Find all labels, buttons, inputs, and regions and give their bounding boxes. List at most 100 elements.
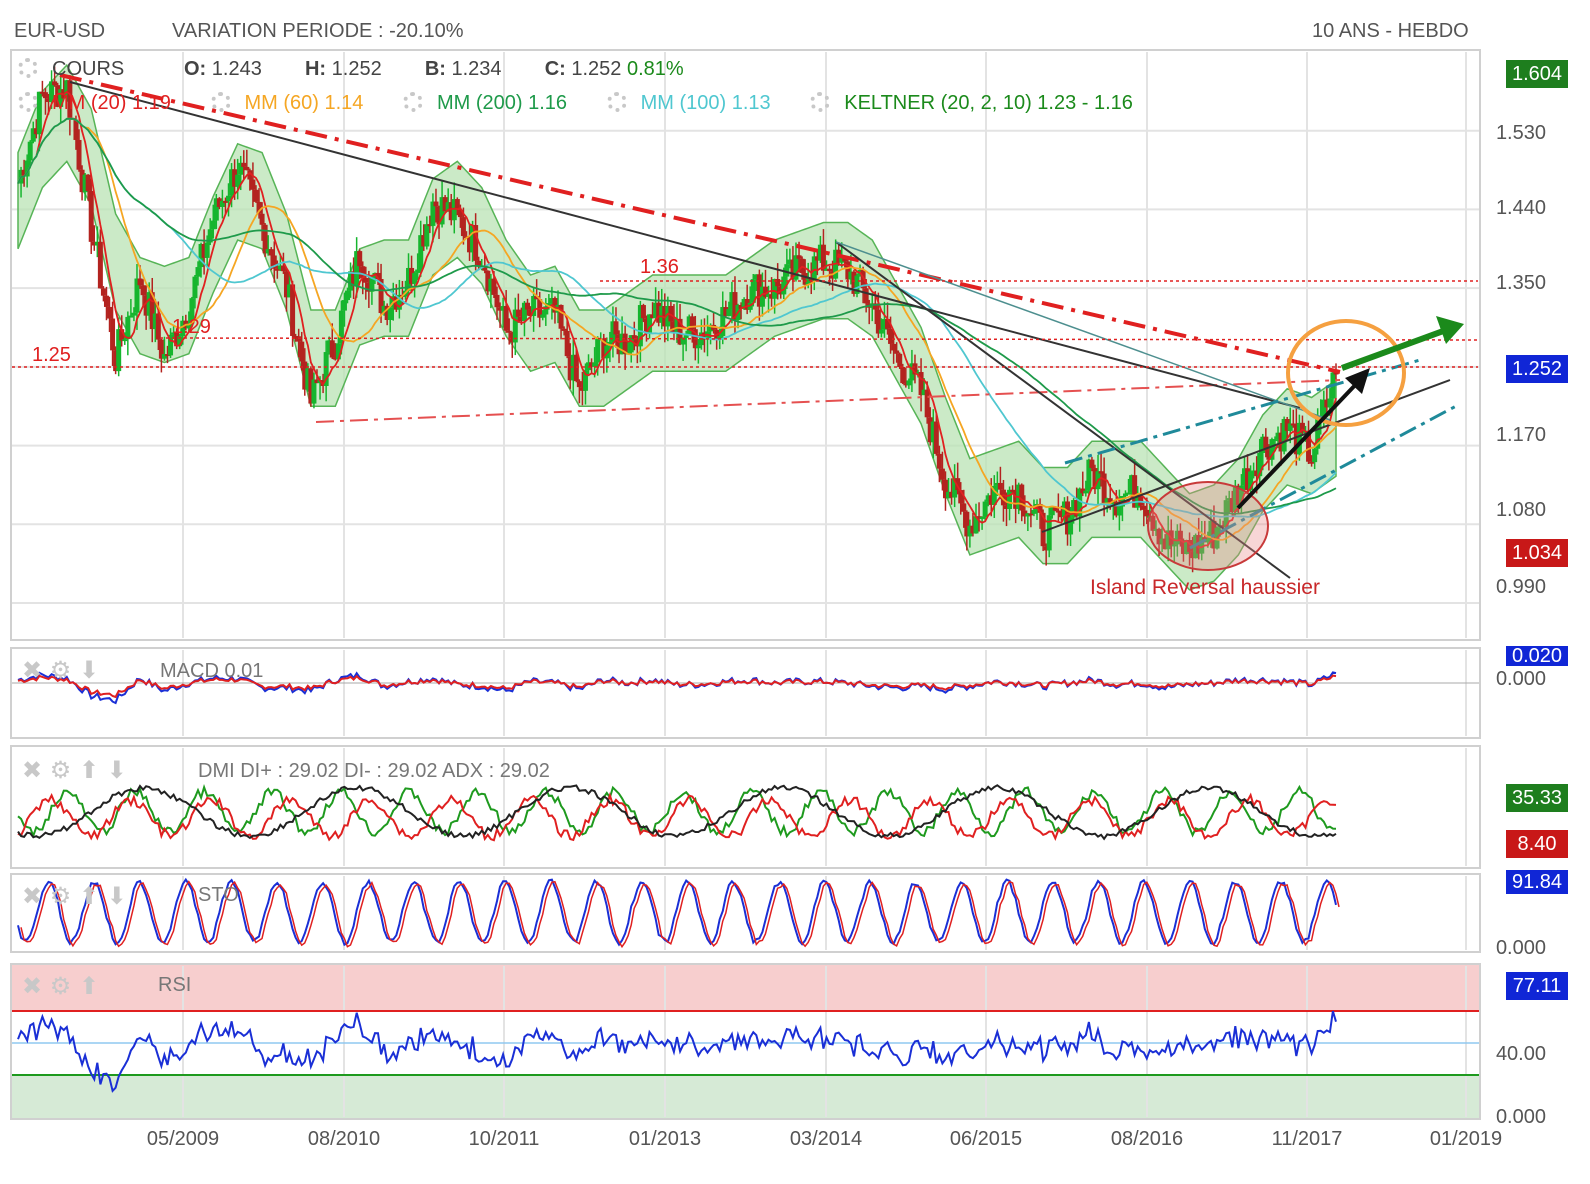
candle-body <box>631 335 637 340</box>
candle-body <box>769 294 775 299</box>
arrow-down-icon[interactable]: ⬇ <box>106 882 127 910</box>
x-tick: 01/2019 <box>1429 1128 1503 1150</box>
candle-body <box>149 292 155 330</box>
candle-body <box>299 341 305 362</box>
candle-body <box>1205 538 1211 543</box>
candle-body <box>854 275 860 294</box>
candle-body <box>732 292 738 321</box>
candle-body <box>1080 488 1086 494</box>
candle-body <box>845 261 851 280</box>
close-icon[interactable]: ✖ <box>22 756 43 784</box>
y-tick: 1.530 <box>1495 122 1546 144</box>
candle-body <box>1257 452 1263 477</box>
candle-body <box>177 336 183 347</box>
candle-body <box>976 516 982 519</box>
candle-body <box>933 421 939 454</box>
candle-body <box>1071 500 1077 518</box>
candle-body <box>820 244 826 271</box>
candle-body <box>1040 512 1046 547</box>
candle-body <box>515 309 521 317</box>
close-icon[interactable]: ✖ <box>22 882 43 910</box>
candle-body <box>552 298 558 313</box>
candle-body <box>52 81 58 86</box>
candle-body <box>296 336 302 342</box>
candle-body <box>912 363 918 375</box>
candle-body <box>30 128 36 142</box>
candle-body <box>579 387 585 391</box>
candle-body <box>942 479 948 499</box>
gear-icon[interactable]: ⚙ <box>49 656 72 684</box>
candle-body <box>628 335 634 353</box>
candle-body <box>656 302 662 323</box>
breakout-arrowhead <box>1345 368 1370 394</box>
x-tick: 01/2013 <box>628 1128 702 1150</box>
candle-body <box>622 333 628 354</box>
ma100-line <box>17 117 1337 518</box>
candle-body <box>1284 419 1290 431</box>
candle-body <box>1174 530 1180 545</box>
candle-body <box>442 197 448 212</box>
candle-body <box>24 160 30 177</box>
candle-body <box>91 241 97 246</box>
close-icon[interactable]: ✖ <box>22 972 43 1000</box>
gear-icon[interactable]: ⚙ <box>49 756 72 784</box>
candle-body <box>1293 424 1299 455</box>
candle-body <box>1116 506 1122 516</box>
island-reversal-ellipse <box>1147 481 1269 571</box>
candle-body <box>436 206 442 225</box>
candle-body <box>482 265 488 271</box>
candle-body <box>1141 505 1147 510</box>
candle-body <box>448 202 454 221</box>
sto-controls: ✖ ⚙ ⬆ ⬇ <box>22 882 127 910</box>
y-tick: 1.350 <box>1495 272 1546 294</box>
gear-icon[interactable] <box>810 92 831 112</box>
candle-body <box>1144 509 1150 517</box>
gear-icon[interactable]: ⚙ <box>49 882 72 910</box>
candle-body <box>787 259 793 265</box>
candle-body <box>274 268 280 271</box>
candle-body <box>961 503 967 512</box>
candle-body <box>1177 530 1183 541</box>
arrow-up-icon[interactable]: ⬆ <box>78 756 100 784</box>
candle-body <box>897 353 903 368</box>
candle-body <box>473 225 479 261</box>
candle-body <box>103 295 109 307</box>
target-arrowhead <box>1436 316 1464 344</box>
gear-icon[interactable] <box>403 92 423 112</box>
candle-body <box>927 417 933 443</box>
gear-icon[interactable] <box>18 58 38 78</box>
gear-icon[interactable] <box>210 92 231 112</box>
candle-body <box>1324 399 1330 408</box>
candle-body <box>46 98 52 103</box>
candle-body <box>518 316 524 321</box>
arrow-up-icon[interactable]: ⬆ <box>78 972 100 1000</box>
candle-body <box>677 318 683 345</box>
ohlc-legend: O: 1.243 H: 1.252 B: 1.234 C: 1.252 0.81… <box>184 58 684 81</box>
candle-body <box>909 363 915 381</box>
candle-body <box>1055 510 1061 513</box>
downtrend-line <box>835 241 1291 579</box>
close-icon[interactable]: ✖ <box>22 656 43 684</box>
candle-body <box>1110 501 1116 507</box>
arrow-down-icon[interactable]: ⬇ <box>106 756 127 784</box>
cours-legend: COURS <box>18 58 124 81</box>
gear-icon[interactable] <box>606 92 627 112</box>
candle-body <box>241 162 247 167</box>
open-label: O: <box>184 58 207 80</box>
candle-body <box>946 491 952 499</box>
gear-icon[interactable] <box>18 92 38 112</box>
candle-body <box>1086 459 1092 491</box>
candle-body <box>683 335 689 339</box>
candle-body <box>610 321 616 342</box>
candle-body <box>503 306 509 331</box>
candle-body <box>378 279 384 314</box>
arrow-up-icon[interactable]: ⬆ <box>78 882 100 910</box>
candle-body <box>1312 448 1318 463</box>
candle-body <box>586 362 592 371</box>
x-tick: 08/2016 <box>1110 1128 1184 1150</box>
arrow-down-icon[interactable]: ⬇ <box>78 656 100 684</box>
candle-body <box>1132 475 1138 508</box>
candle-body <box>802 273 808 285</box>
gear-icon[interactable]: ⚙ <box>49 972 72 1000</box>
candle-body <box>885 319 891 329</box>
